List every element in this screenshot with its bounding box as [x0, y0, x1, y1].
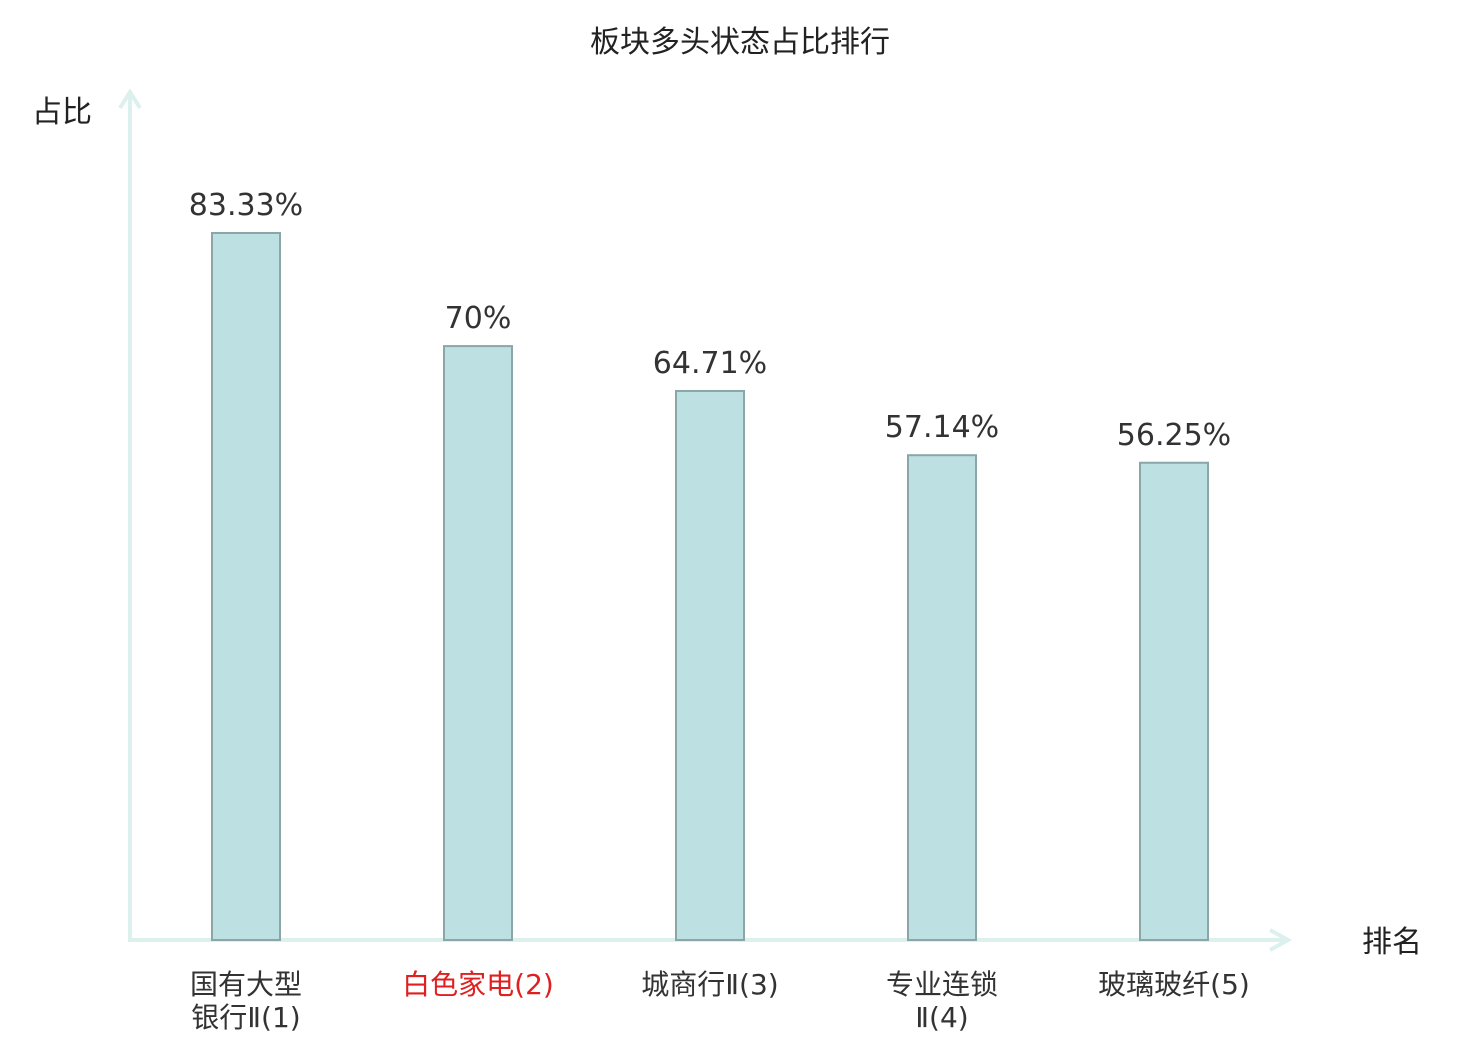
category-label-1-line-1: 国有大型 — [190, 968, 302, 1001]
value-label-5: 56.25% — [1117, 418, 1231, 453]
bar-5 — [1139, 461, 1209, 941]
value-labels-group: 83.33% 70% 64.71% 57.14% 56.25% — [189, 188, 1231, 453]
chart-title: 板块多头状态占比排行 — [590, 25, 890, 60]
bar-3 — [675, 389, 745, 941]
x-axis-label: 排名 — [1362, 925, 1422, 960]
bar-4 — [907, 454, 977, 941]
bar-1 — [211, 232, 281, 941]
value-label-1: 83.33% — [189, 188, 303, 223]
category-label-4-line-2: Ⅱ(4) — [915, 1001, 968, 1034]
bar-2 — [443, 345, 513, 941]
y-axis — [118, 88, 142, 940]
value-label-2: 70% — [445, 301, 512, 336]
category-label-2-line-1: 白色家电(2) — [402, 968, 554, 1001]
value-label-3: 64.71% — [653, 346, 767, 381]
category-label-4-line-1: 专业连锁 — [886, 968, 998, 1001]
category-label-3-line-1: 城商行Ⅱ(3) — [641, 968, 778, 1001]
bars-group — [211, 232, 1209, 941]
value-label-4: 57.14% — [885, 410, 999, 445]
category-label-1-line-2: 银行Ⅱ(1) — [191, 1001, 300, 1034]
y-axis-label: 占比 — [32, 95, 92, 130]
category-label-5-line-1: 玻璃玻纤(5) — [1098, 968, 1250, 1001]
